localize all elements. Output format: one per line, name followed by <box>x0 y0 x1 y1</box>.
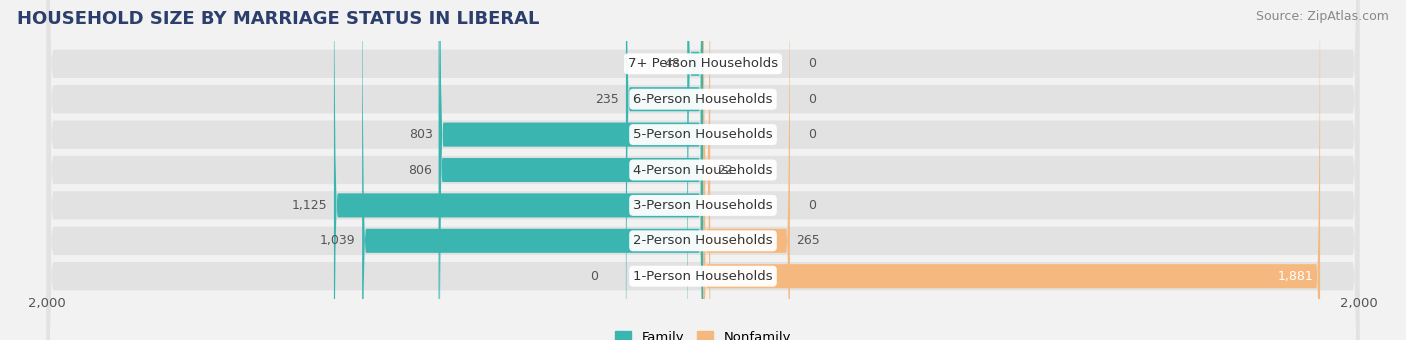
Text: 1,881: 1,881 <box>1278 270 1313 283</box>
Text: 0: 0 <box>808 199 815 212</box>
FancyBboxPatch shape <box>688 0 703 340</box>
Text: HOUSEHOLD SIZE BY MARRIAGE STATUS IN LIBERAL: HOUSEHOLD SIZE BY MARRIAGE STATUS IN LIB… <box>17 10 540 28</box>
FancyBboxPatch shape <box>46 0 1360 340</box>
FancyBboxPatch shape <box>439 0 703 340</box>
Text: 4-Person Households: 4-Person Households <box>633 164 773 176</box>
FancyBboxPatch shape <box>703 0 1320 340</box>
Text: 6-Person Households: 6-Person Households <box>633 93 773 106</box>
Text: 806: 806 <box>408 164 432 176</box>
Text: 0: 0 <box>808 57 815 70</box>
FancyBboxPatch shape <box>703 0 710 340</box>
Text: 0: 0 <box>808 93 815 106</box>
Text: 2,000: 2,000 <box>1340 298 1378 310</box>
FancyBboxPatch shape <box>703 0 790 340</box>
Text: 2,000: 2,000 <box>28 298 66 310</box>
Text: 3-Person Households: 3-Person Households <box>633 199 773 212</box>
Text: 7+ Person Households: 7+ Person Households <box>628 57 778 70</box>
Text: 1,125: 1,125 <box>291 199 328 212</box>
FancyBboxPatch shape <box>46 0 1360 340</box>
Text: 803: 803 <box>409 128 433 141</box>
FancyBboxPatch shape <box>363 0 703 340</box>
Text: 0: 0 <box>808 128 815 141</box>
Text: 2-Person Households: 2-Person Households <box>633 234 773 247</box>
Text: 235: 235 <box>596 93 619 106</box>
Text: Source: ZipAtlas.com: Source: ZipAtlas.com <box>1256 10 1389 23</box>
Legend: Family, Nonfamily: Family, Nonfamily <box>610 325 796 340</box>
FancyBboxPatch shape <box>46 0 1360 340</box>
FancyBboxPatch shape <box>440 0 703 340</box>
FancyBboxPatch shape <box>46 0 1360 340</box>
Text: 48: 48 <box>665 57 681 70</box>
FancyBboxPatch shape <box>335 0 703 340</box>
FancyBboxPatch shape <box>626 0 703 340</box>
FancyBboxPatch shape <box>46 0 1360 340</box>
Text: 5-Person Households: 5-Person Households <box>633 128 773 141</box>
FancyBboxPatch shape <box>46 0 1360 340</box>
Text: 1-Person Households: 1-Person Households <box>633 270 773 283</box>
Text: 265: 265 <box>796 234 820 247</box>
Text: 1,039: 1,039 <box>321 234 356 247</box>
Text: 22: 22 <box>717 164 733 176</box>
FancyBboxPatch shape <box>46 0 1360 340</box>
Text: 0: 0 <box>591 270 598 283</box>
